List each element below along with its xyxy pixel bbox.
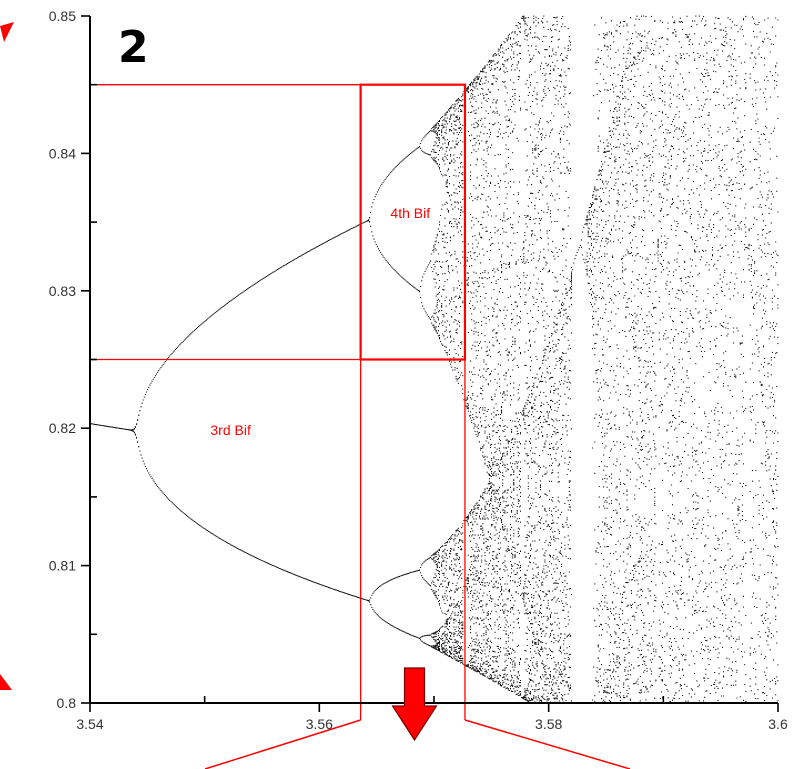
y-tick-label: 0.85 bbox=[49, 8, 76, 24]
tick-labels: 0.8 0.81 0.82 0.83 0.84 0.85 3.54 3.56 3.58 3.6 bbox=[49, 8, 788, 732]
panel-number: 2 bbox=[118, 22, 149, 73]
annotations: 3rd Bif 4th Bif bbox=[210, 205, 430, 438]
y-tick-label: 0.83 bbox=[49, 283, 76, 299]
x-tick-label: 3.58 bbox=[535, 716, 562, 732]
zoom-diverge-right bbox=[464, 719, 631, 769]
annotation-label: 3rd Bif bbox=[210, 422, 251, 438]
x-tick-label: 3.56 bbox=[306, 716, 333, 732]
down-arrow-icon bbox=[391, 667, 438, 742]
bifurcation-point-cloud bbox=[90, 15, 779, 704]
y-tick-label: 0.82 bbox=[49, 420, 76, 436]
y-tick-label: 0.81 bbox=[49, 558, 76, 574]
bifurcation-points bbox=[90, 15, 779, 704]
x-tick-label: 3.54 bbox=[76, 716, 103, 732]
annotation-label: 4th Bif bbox=[390, 205, 430, 221]
zoom-reference-lines bbox=[90, 83, 631, 769]
zoom-diverge-left bbox=[204, 719, 361, 769]
corner-arrow-top-icon bbox=[0, 22, 14, 42]
zoom-box-0 bbox=[359, 83, 467, 361]
y-tick-label: 0.84 bbox=[49, 145, 76, 161]
y-tick-label: 0.8 bbox=[57, 695, 77, 711]
corner-arrow-bottom-icon bbox=[0, 674, 12, 690]
decorations bbox=[0, 22, 438, 742]
x-tick-label: 3.6 bbox=[768, 716, 788, 732]
axes bbox=[81, 15, 779, 712]
